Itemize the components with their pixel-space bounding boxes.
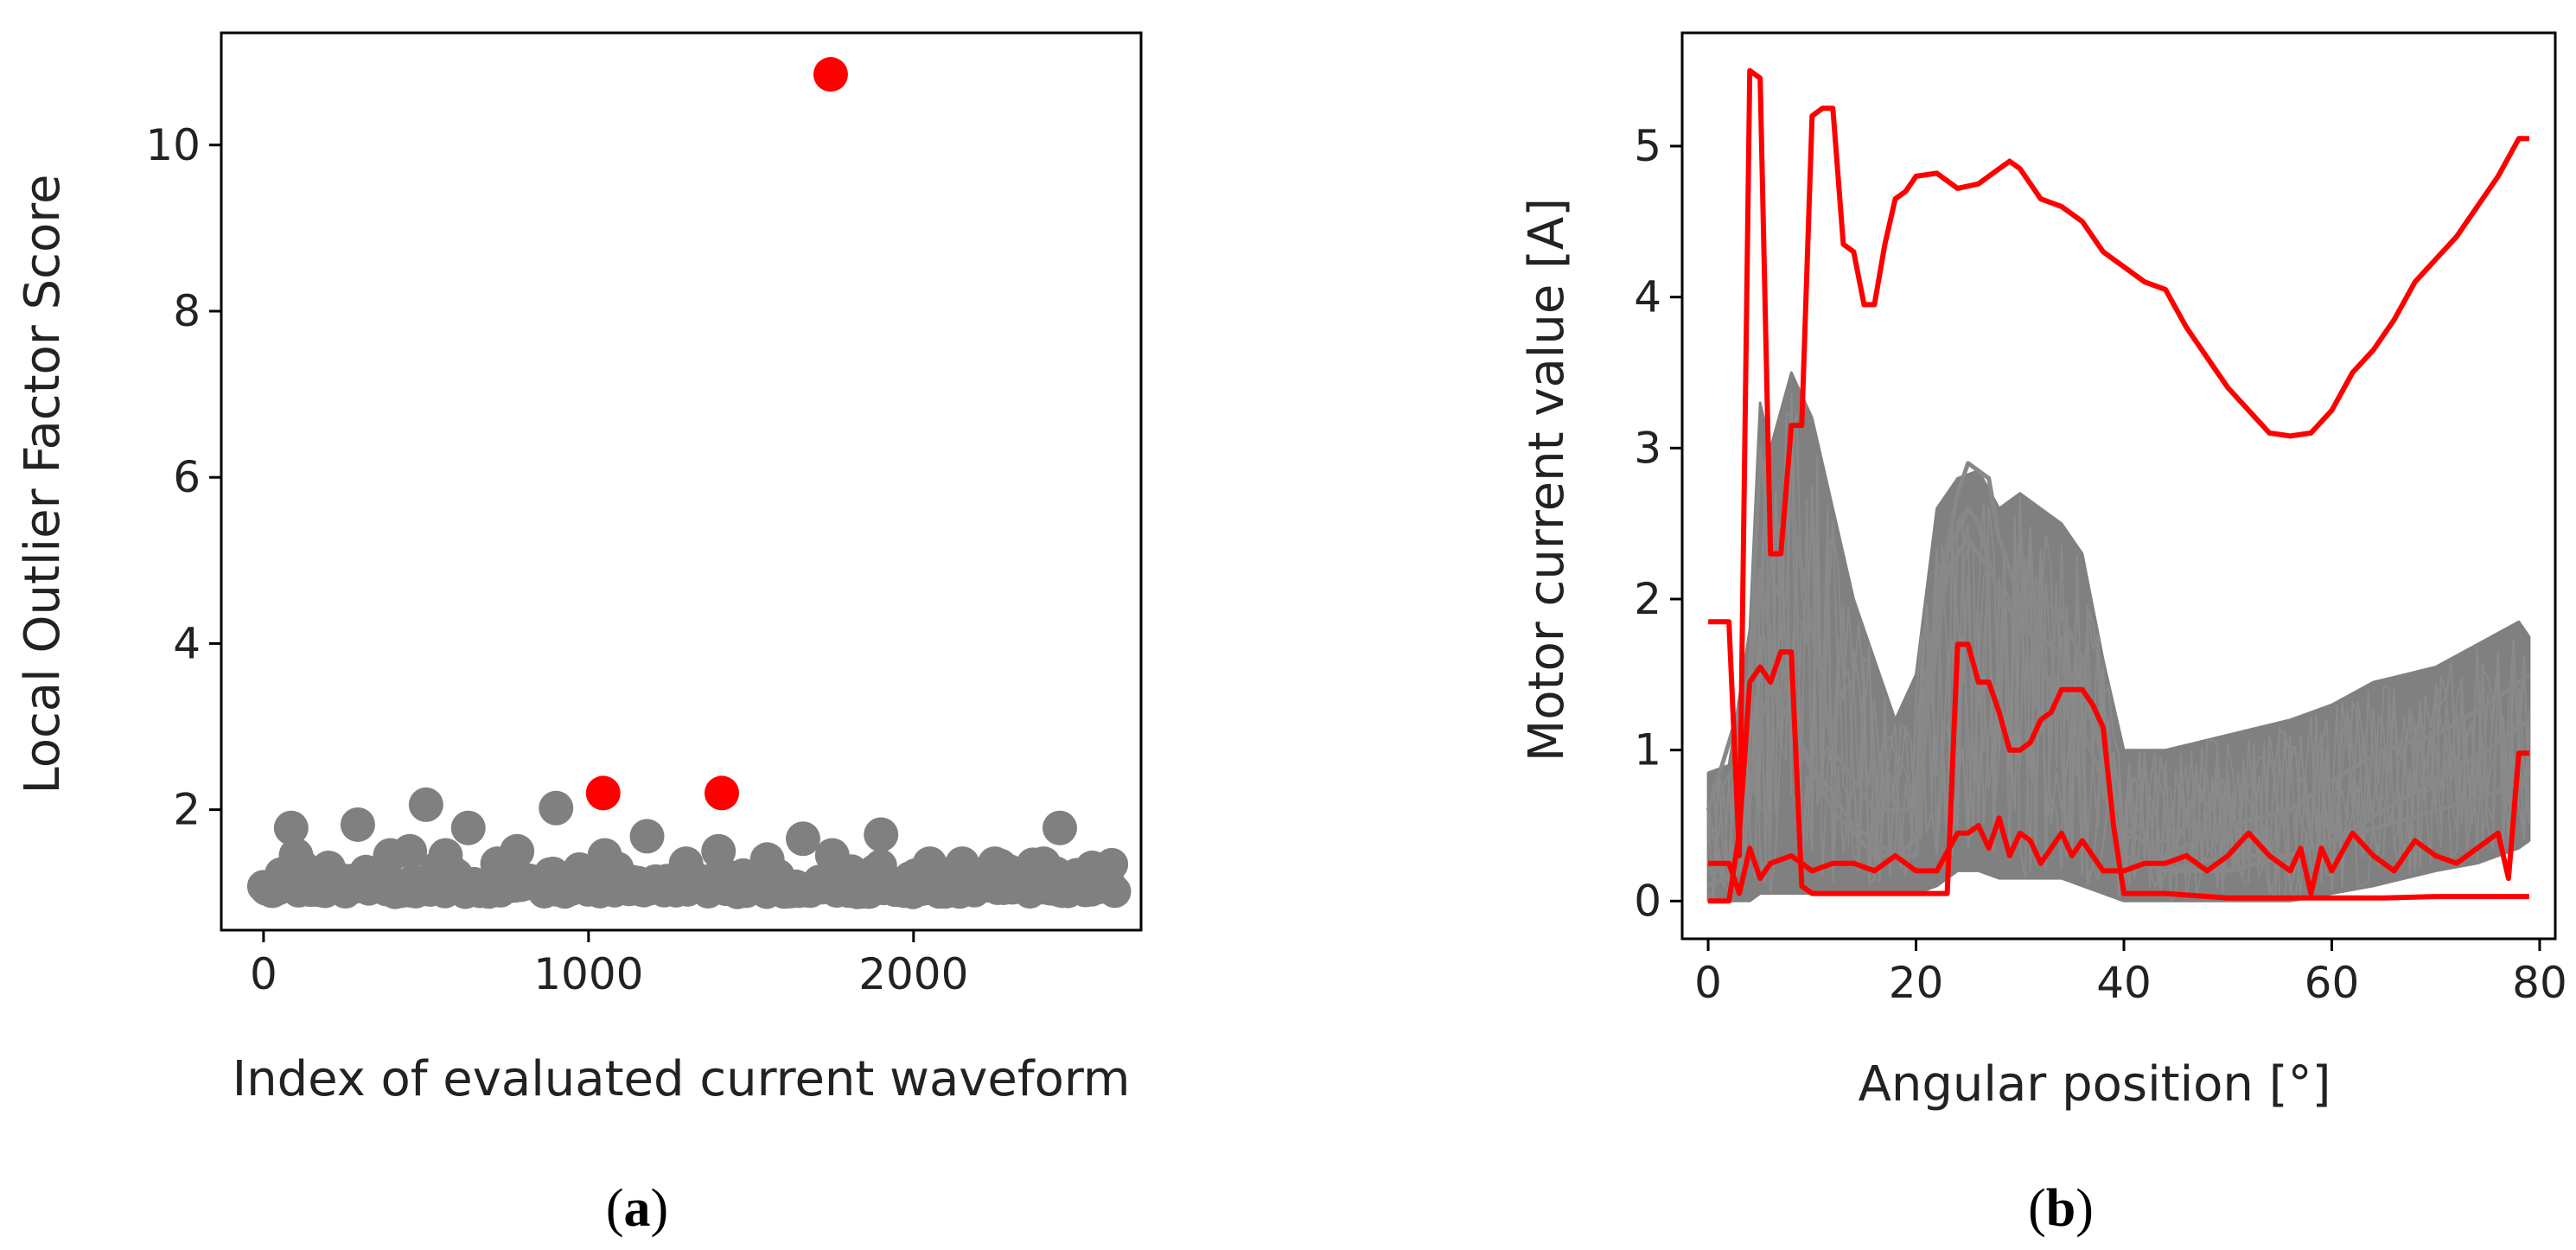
panel-b-y-axis-label: Motor current value [A] xyxy=(1519,198,1575,762)
normal-point xyxy=(1043,810,1078,845)
panel-b-caption: (b) xyxy=(2028,1179,2094,1238)
panel-b-y-tick-label: 5 xyxy=(1634,121,1661,171)
normal-waveform-line xyxy=(1707,536,2531,889)
normal-point xyxy=(785,821,820,857)
panel-a-x-tick-label: 1000 xyxy=(533,949,643,999)
normal-point xyxy=(273,810,309,845)
outlier-point xyxy=(585,775,621,811)
normal-point xyxy=(587,838,622,873)
normal-point xyxy=(500,833,535,869)
panel-a-axes-frame xyxy=(220,31,1143,932)
normal-point xyxy=(278,838,314,873)
panel-b-y-tick-label: 3 xyxy=(1634,423,1661,473)
panel-a-y-tick-label: 6 xyxy=(173,452,201,502)
panel-a-y-tick-label: 4 xyxy=(173,618,201,668)
normal-point xyxy=(311,850,347,885)
panel-a-y-tick-label: 10 xyxy=(145,120,201,170)
normal-point xyxy=(1098,875,1132,909)
panel-b-y-tick-label: 2 xyxy=(1634,574,1661,624)
panel-a-lof-scatter: 0 1000 2000 2 4 6 8 10 Index of evaluated curre… xyxy=(15,31,1143,1238)
panel-b-ticks: 0 20 40 60 80 0 1 2 3 4 5 xyxy=(1634,121,2567,1008)
normal-point xyxy=(450,810,486,845)
panel-b-x-tick-label: 80 xyxy=(2512,958,2567,1008)
normal-point xyxy=(814,838,850,873)
anomalous-waveform-line xyxy=(1708,641,2529,904)
normal-point xyxy=(749,842,785,877)
anomalous-waveform-line xyxy=(1708,750,2529,896)
panel-b-caption-letter: b xyxy=(2046,1179,2075,1238)
panel-a-plot-area xyxy=(246,57,1132,909)
normal-point xyxy=(392,833,428,869)
normal-point xyxy=(340,807,375,842)
panel-a-y-tick-label: 8 xyxy=(173,286,201,336)
panel-b-x-tick-label: 60 xyxy=(2305,958,2360,1008)
normal-waveform-line xyxy=(1706,445,2531,873)
panel-a-x-tick-label: 2000 xyxy=(858,949,968,999)
panel-b-x-tick-label: 0 xyxy=(1694,958,1722,1008)
outlier-point xyxy=(813,57,848,92)
normal-point xyxy=(668,846,704,882)
normal-point xyxy=(629,819,665,854)
anomalous-waveform-line xyxy=(1708,67,2529,858)
panel-a-caption-letter: a xyxy=(624,1179,651,1238)
panel-b-x-axis-label: Angular position [°] xyxy=(1859,1056,2331,1113)
panel-b-axes-frame xyxy=(1680,31,2557,941)
panel-b-x-tick-label: 40 xyxy=(2096,958,2152,1008)
panel-b-y-tick-label: 0 xyxy=(1634,876,1661,926)
outlier-point xyxy=(704,775,739,811)
panel-b-plot-area xyxy=(1706,67,2531,904)
normal-point xyxy=(945,846,980,882)
panel-b-current-waveforms: 0 20 40 60 80 0 1 2 3 4 5 Angular position [°] Mot… xyxy=(1519,31,2567,1238)
normal-point xyxy=(912,846,947,882)
normal-point xyxy=(408,787,443,822)
normal-point xyxy=(864,817,899,852)
normal-point xyxy=(428,838,463,873)
panel-a-x-axis-label: Index of evaluated current waveform xyxy=(233,1051,1131,1107)
normal-point xyxy=(1026,846,1062,882)
panel-b-y-tick-label: 1 xyxy=(1634,725,1661,775)
panel-a-ticks: 0 1000 2000 2 4 6 8 10 xyxy=(145,120,968,999)
normal-point xyxy=(1074,850,1110,885)
normal-point xyxy=(539,790,574,826)
panel-b-y-tick-label: 4 xyxy=(1634,272,1661,322)
panel-b-x-tick-label: 20 xyxy=(1889,958,1944,1008)
normal-point xyxy=(701,833,736,869)
panel-a-y-axis-label: Local Outlier Factor Score xyxy=(15,175,71,794)
normal-point xyxy=(977,846,1012,882)
panel-a-caption: (a) xyxy=(606,1179,668,1238)
panel-a-y-tick-label: 2 xyxy=(173,785,201,835)
normal-waveform-noise xyxy=(1707,413,2530,901)
panel-a-x-tick-label: 0 xyxy=(250,949,277,999)
